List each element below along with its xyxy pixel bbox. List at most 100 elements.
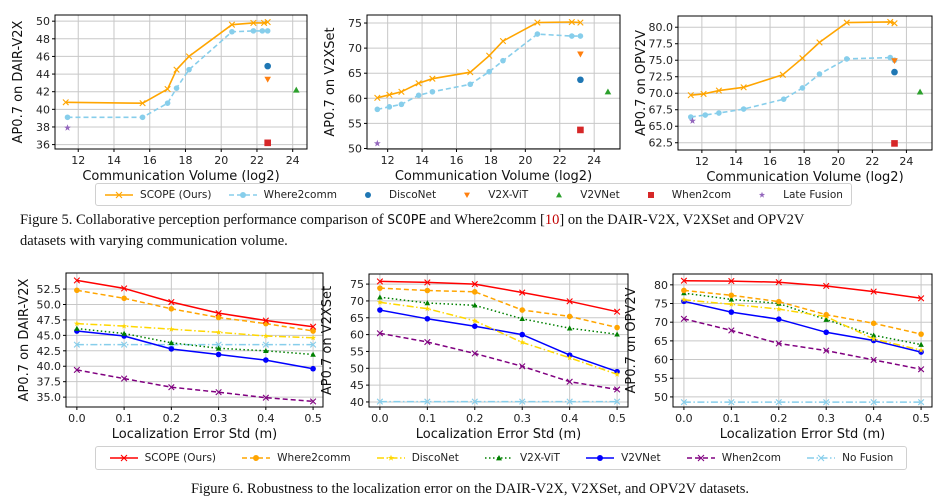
legend-item: SCOPE (Ours) <box>109 452 216 464</box>
legend-item: Where2comm <box>228 189 337 201</box>
data-point <box>429 88 436 95</box>
series-line <box>683 318 922 371</box>
data-point <box>843 56 850 62</box>
legend-label: Late Fusion <box>783 188 843 201</box>
data-point <box>262 332 269 339</box>
y-tick-label: 70 <box>350 295 364 308</box>
series-when2com <box>891 140 898 147</box>
data-point <box>250 28 257 34</box>
data-point <box>215 314 222 321</box>
series-line <box>683 279 922 300</box>
legend-marker <box>495 455 502 461</box>
data-point <box>215 341 222 348</box>
data-point <box>424 287 431 294</box>
data-point <box>568 18 575 26</box>
data-point <box>680 277 688 284</box>
data-point <box>486 52 493 59</box>
data-point <box>519 339 526 345</box>
y-tick-label: 40 <box>350 396 364 409</box>
data-point <box>424 315 431 322</box>
figure5-caption: Figure 5. Collaborative perception perfo… <box>20 210 930 251</box>
data-point <box>917 366 925 373</box>
data-point <box>687 92 694 99</box>
series-line <box>379 301 618 376</box>
data-point <box>614 324 620 331</box>
series-line <box>379 332 618 391</box>
series-when2com <box>264 139 271 147</box>
legend-label: DiscoNet <box>389 188 437 201</box>
x-tick-label: 22 <box>250 154 264 167</box>
caption-text: ] on the DAIR-V2X, V2XSet and OPV2V <box>559 212 805 228</box>
x-tick-label: 0.2 <box>466 412 484 425</box>
data-point <box>689 117 696 124</box>
series-v2x-vit <box>74 325 316 357</box>
x-tick-label: 0.5 <box>304 412 322 425</box>
data-point <box>917 295 925 302</box>
data-point <box>918 341 924 347</box>
data-point <box>309 341 317 348</box>
y-tick-label: 52.5 <box>37 283 62 296</box>
data-point <box>386 104 393 110</box>
data-point <box>264 76 271 83</box>
x-tick-label: 14 <box>415 154 429 167</box>
data-point <box>519 363 526 370</box>
series-line <box>67 30 268 119</box>
data-point <box>566 325 573 331</box>
plot-area <box>66 273 323 407</box>
data-point <box>376 330 384 337</box>
plot-frame <box>368 273 629 408</box>
series-v2x-vit <box>891 58 898 65</box>
data-point <box>471 398 478 405</box>
y-tick-label: 80 <box>654 279 668 292</box>
data-point <box>569 33 575 39</box>
legend-marker-icon <box>586 455 615 461</box>
x-tick-label: 18 <box>797 155 811 168</box>
x-tick-label: 0.0 <box>371 412 389 425</box>
legend-marker-icon <box>109 454 138 462</box>
x-tick-label: 0.0 <box>68 412 86 425</box>
data-point <box>415 80 422 87</box>
data-point <box>534 19 541 26</box>
legend-item: When2com <box>686 452 781 464</box>
data-point <box>377 285 383 291</box>
legend-item: V2X-ViT <box>484 452 560 464</box>
y-tick-label: 55 <box>350 345 364 358</box>
data-point <box>173 85 180 91</box>
series-no-fusion <box>376 398 621 405</box>
y-axis-label: AP0.7 on OPV2V <box>634 30 649 136</box>
y-tick-label: 47.5 <box>37 314 62 327</box>
data-point <box>215 329 222 335</box>
legend-marker-icon <box>228 191 257 198</box>
series-scope-ours- <box>62 18 271 107</box>
data-point <box>823 347 830 354</box>
series-when2com <box>577 126 584 134</box>
legend-item: Where2comm <box>241 452 351 464</box>
data-point <box>173 66 180 73</box>
data-point <box>139 99 146 107</box>
legend-item: No Fusion <box>806 452 893 464</box>
data-point <box>228 21 236 28</box>
data-point <box>73 366 81 374</box>
x-axis-label: Localization Error Std (m) <box>720 427 886 442</box>
plot-frame <box>672 273 933 408</box>
series-late-fusion <box>373 139 381 147</box>
legend-label: V2VNet <box>580 188 620 201</box>
data-point <box>577 51 584 58</box>
y-tick-label: 70 <box>654 316 668 329</box>
x-tick-label: 14 <box>729 155 743 168</box>
data-point <box>799 85 806 91</box>
y-tick-label: 60 <box>350 329 364 342</box>
legend-marker-icon <box>807 454 836 462</box>
y-tick-label: 50 <box>350 362 364 375</box>
y-tick-label: 40 <box>36 103 50 116</box>
data-point <box>415 92 422 99</box>
series-v2vnet <box>681 298 924 355</box>
data-point <box>374 106 381 113</box>
data-point <box>715 87 723 94</box>
citation-link[interactable]: 10 <box>544 212 560 228</box>
data-point <box>168 384 175 391</box>
data-point <box>816 71 823 77</box>
legend-marker-icon <box>484 455 513 461</box>
data-point <box>64 114 71 121</box>
